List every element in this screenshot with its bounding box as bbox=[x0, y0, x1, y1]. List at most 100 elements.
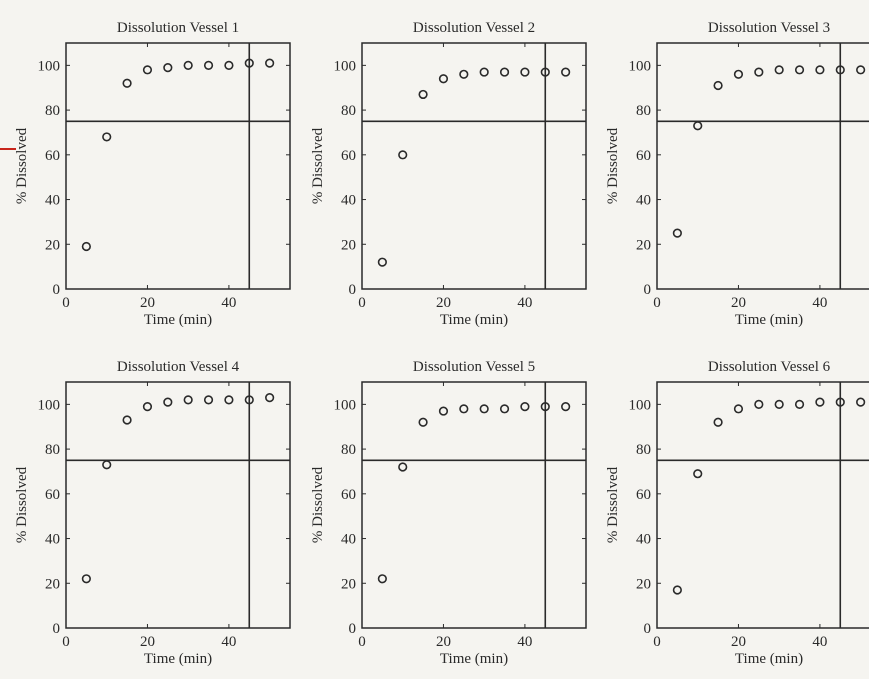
y-tick-label: 80 bbox=[45, 103, 60, 119]
y-tick-label: 0 bbox=[644, 282, 652, 298]
panel-vessel-1: Dissolution Vessel 1 0 20 40 60 80 100 0 20 40 Tim… bbox=[14, 20, 291, 328]
x-axis-title: Time (min) bbox=[735, 651, 803, 667]
data-point bbox=[142, 65, 153, 75]
data-point bbox=[672, 228, 682, 238]
panel-vessel-2: Dissolution Vessel 2 0 20 40 60 80 100 0 20 40 Tim… bbox=[310, 20, 587, 328]
y-tick-label: 20 bbox=[45, 237, 60, 253]
y-axis-title: % Dissolved bbox=[605, 466, 621, 543]
data-point bbox=[856, 397, 866, 407]
panel-vessel-4: Dissolution Vessel 4 0 20 40 60 80 100 0 20 40 Tim… bbox=[14, 359, 291, 667]
data-point bbox=[815, 65, 825, 75]
panel-title: Dissolution Vessel 4 bbox=[117, 359, 240, 375]
data-point bbox=[265, 58, 275, 68]
x-tick-label: 40 bbox=[517, 295, 532, 311]
data-point bbox=[774, 65, 784, 75]
data-point bbox=[561, 67, 571, 77]
data-point bbox=[835, 65, 845, 75]
panel-title: Dissolution Vessel 3 bbox=[708, 20, 830, 36]
data-point bbox=[398, 150, 408, 160]
data-point bbox=[733, 404, 744, 414]
data-point bbox=[377, 257, 387, 267]
x-tick-label: 40 bbox=[812, 295, 827, 311]
x-axis-title: Time (min) bbox=[440, 651, 508, 667]
y-axis-title: % Dissolved bbox=[14, 466, 30, 543]
data-point bbox=[479, 67, 489, 77]
data-point bbox=[499, 404, 510, 414]
data-point bbox=[815, 397, 825, 407]
x-axis-title: Time (min) bbox=[144, 312, 212, 328]
y-tick-label: 80 bbox=[636, 103, 651, 119]
data-point bbox=[438, 406, 449, 416]
data-point bbox=[163, 397, 173, 407]
y-tick-label: 100 bbox=[629, 58, 652, 74]
y-axis-title: % Dissolved bbox=[310, 127, 326, 204]
x-axis-title: Time (min) bbox=[735, 312, 803, 328]
data-point bbox=[398, 462, 408, 472]
x-tick-label: 0 bbox=[358, 634, 366, 650]
data-point bbox=[244, 395, 254, 405]
plot-frame bbox=[656, 42, 869, 290]
y-tick-label: 0 bbox=[644, 621, 652, 637]
data-point bbox=[203, 60, 214, 70]
y-tick-label: 40 bbox=[341, 532, 356, 548]
data-point bbox=[693, 469, 703, 479]
plot-frame bbox=[361, 381, 587, 629]
data-point bbox=[265, 393, 275, 403]
data-point bbox=[540, 67, 550, 77]
data-point bbox=[418, 417, 428, 427]
x-tick-label: 20 bbox=[140, 634, 155, 650]
y-tick-label: 100 bbox=[334, 58, 357, 74]
data-point bbox=[835, 397, 845, 407]
y-tick-label: 60 bbox=[341, 487, 356, 503]
data-point bbox=[183, 60, 193, 70]
data-point bbox=[540, 402, 550, 412]
data-point bbox=[224, 395, 234, 405]
x-tick-label: 40 bbox=[221, 295, 236, 311]
y-tick-label: 20 bbox=[636, 237, 651, 253]
y-tick-label: 60 bbox=[45, 487, 60, 503]
data-point bbox=[733, 69, 744, 79]
data-point bbox=[774, 399, 784, 409]
data-point bbox=[102, 132, 112, 142]
data-point bbox=[754, 399, 764, 409]
x-axis-title: Time (min) bbox=[144, 651, 212, 667]
panel-title: Dissolution Vessel 6 bbox=[708, 359, 831, 375]
data-point bbox=[244, 58, 254, 68]
y-tick-label: 60 bbox=[45, 148, 60, 164]
y-tick-label: 20 bbox=[636, 576, 651, 592]
y-tick-label: 80 bbox=[45, 442, 60, 458]
plot-frame bbox=[361, 42, 587, 290]
data-point bbox=[794, 399, 805, 409]
y-tick-label: 100 bbox=[334, 397, 357, 413]
y-tick-label: 60 bbox=[341, 148, 356, 164]
y-tick-label: 40 bbox=[45, 193, 60, 209]
y-axis-title: % Dissolved bbox=[14, 127, 30, 204]
x-tick-label: 20 bbox=[436, 634, 451, 650]
y-axis-title: % Dissolved bbox=[605, 127, 621, 204]
y-tick-label: 60 bbox=[636, 148, 651, 164]
data-point bbox=[438, 74, 449, 84]
data-point bbox=[183, 395, 193, 405]
data-point bbox=[142, 402, 153, 412]
data-point bbox=[418, 89, 428, 100]
panel-title: Dissolution Vessel 5 bbox=[413, 359, 535, 375]
y-tick-label: 100 bbox=[38, 397, 61, 413]
plot-frame bbox=[65, 381, 291, 629]
panel-vessel-5: Dissolution Vessel 5 0 20 40 60 80 100 0 20 40 Tim… bbox=[310, 359, 587, 667]
x-tick-label: 20 bbox=[731, 295, 746, 311]
data-point bbox=[459, 404, 469, 414]
x-axis-title: Time (min) bbox=[440, 312, 508, 328]
data-point bbox=[754, 67, 764, 77]
y-tick-label: 40 bbox=[636, 193, 651, 209]
data-point bbox=[499, 67, 510, 77]
y-tick-label: 0 bbox=[349, 621, 357, 637]
x-tick-label: 0 bbox=[653, 634, 661, 650]
x-tick-label: 0 bbox=[653, 295, 661, 311]
data-point bbox=[102, 460, 112, 470]
data-point bbox=[713, 417, 723, 427]
panel-title: Dissolution Vessel 1 bbox=[117, 20, 239, 36]
panel-vessel-6: Dissolution Vessel 6 0 20 40 60 80 100 0 20 40 Tim… bbox=[605, 359, 869, 667]
data-point bbox=[520, 67, 530, 77]
y-tick-label: 20 bbox=[341, 576, 356, 592]
